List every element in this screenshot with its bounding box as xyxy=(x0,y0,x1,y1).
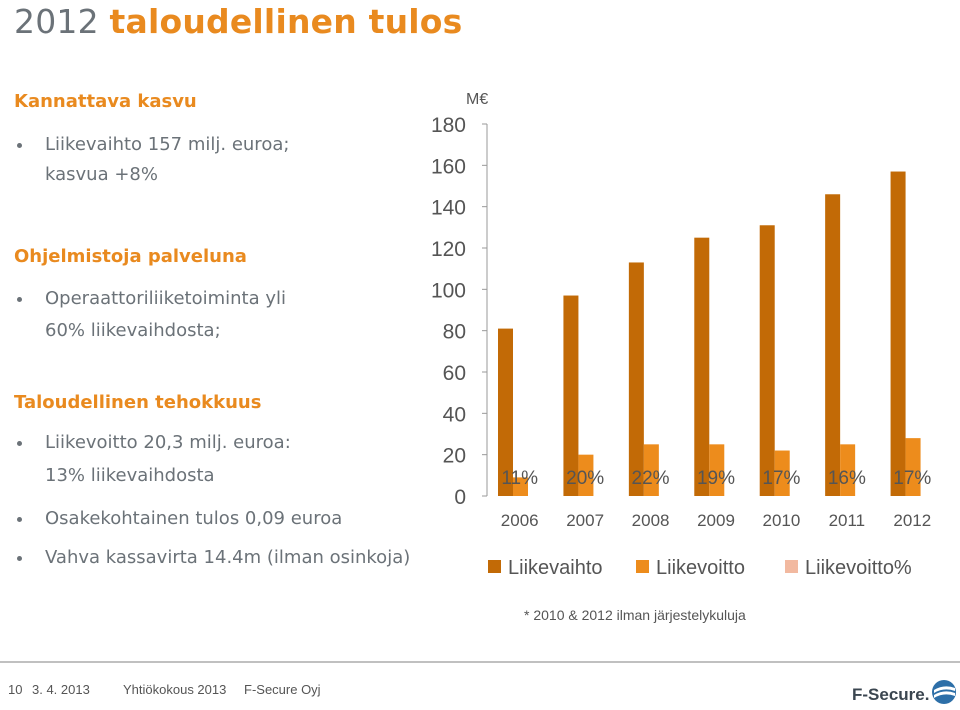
percent-label: 19% xyxy=(697,468,735,489)
revenue-profit-bar-chart: M€ 0 20 40 60 80 100 120 140 160 180 11% 2006 20% 2007… xyxy=(431,91,931,579)
x-tick-label: 2011 xyxy=(829,511,866,530)
bullet-text: Liikevoitto 20,3 milj. euroa: xyxy=(45,432,291,453)
percent-label: 11% xyxy=(501,468,538,489)
footer-page-number: 10 xyxy=(8,682,23,697)
footer-company: F-Secure Oyj xyxy=(244,682,321,697)
legend-swatch-liikevoitto% xyxy=(785,560,798,573)
bullet-text: 60% liikevaihdosta; xyxy=(45,320,221,341)
bar-liikevoitto-2007 xyxy=(578,454,594,496)
title-text: taloudellinen tulos xyxy=(109,2,463,41)
title-year: 2012 xyxy=(14,2,99,41)
f-secure-logo: F-Secure. xyxy=(852,678,958,708)
bar-liikevoitto-2012 xyxy=(905,438,921,496)
bar-liikevoitto-2008 xyxy=(643,444,659,496)
percent-label: 16% xyxy=(828,468,866,489)
section-heading-taloudellinen-tehokkuus: Taloudellinen tehokkuus xyxy=(14,392,262,413)
y-tick-label: 120 xyxy=(431,238,466,261)
bullet-text: 13% liikevaihdosta xyxy=(45,465,215,486)
legend-swatch-liikevoitto xyxy=(636,560,649,573)
chart-unit-label: M€ xyxy=(466,91,488,108)
bar-liikevaihto-2010 xyxy=(759,225,775,496)
y-tick-label: 60 xyxy=(443,362,466,385)
x-tick-label: 2007 xyxy=(566,511,604,530)
bullet-dot xyxy=(17,297,22,302)
footer-date: 3. 4. 2013 xyxy=(32,682,90,697)
x-tick-label: 2006 xyxy=(501,511,539,530)
y-tick-label: 80 xyxy=(443,321,466,344)
legend-label: Liikevaihto xyxy=(508,557,603,579)
bar-liikevoitto-2010 xyxy=(774,450,790,496)
bullet-dot xyxy=(17,517,22,522)
x-tick-label: 2009 xyxy=(697,511,735,530)
bar-liikevaihto-2007 xyxy=(563,295,579,496)
percent-label: 22% xyxy=(632,468,670,489)
x-tick-label: 2010 xyxy=(763,511,801,530)
y-tick-label: 20 xyxy=(443,445,466,468)
percent-label: 17% xyxy=(893,468,931,489)
x-tick-label: 2008 xyxy=(632,511,670,530)
bar-liikevoitto-2006 xyxy=(513,477,528,496)
bullet-dot xyxy=(17,441,22,446)
bullet-text: Operaattoriliiketoiminta yli xyxy=(45,288,286,309)
legend-swatch-liikevaihto xyxy=(488,560,501,573)
y-tick-label: 160 xyxy=(431,155,466,178)
x-tick-label: 2012 xyxy=(893,511,931,530)
y-tick-label: 0 xyxy=(454,486,466,509)
legend-label: Liikevoitto% xyxy=(805,557,912,579)
logo-text: F-Secure. xyxy=(852,685,930,704)
slide-title: 2012 taloudellinen tulos xyxy=(14,2,463,41)
y-tick-label: 40 xyxy=(443,403,466,426)
bar-liikevoitto-2009 xyxy=(709,444,725,496)
bar-liikevoitto-2011 xyxy=(840,444,856,496)
bullet-dot xyxy=(17,556,22,561)
y-tick-label: 180 xyxy=(431,114,466,137)
bullet-dot xyxy=(17,143,22,148)
bullet-text: Osakekohtainen tulos 0,09 euroa xyxy=(45,508,343,529)
section-heading-ohjelmistoja-palveluna: Ohjelmistoja palveluna xyxy=(14,246,247,267)
bullet-text: Vahva kassavirta 14.4m (ilman osinkoja) xyxy=(45,547,411,568)
chart-footnote: * 2010 & 2012 ilman järjestelykuluja xyxy=(524,607,746,623)
bar-liikevaihto-2008 xyxy=(628,262,644,496)
section-heading-kannattava-kasvu: Kannattava kasvu xyxy=(14,91,197,112)
bar-liikevaihto-2006 xyxy=(498,328,513,496)
bar-liikevaihto-2012 xyxy=(890,171,906,497)
bullet-text: kasvua +8% xyxy=(45,164,158,185)
percent-label: 17% xyxy=(762,468,800,489)
bar-liikevaihto-2009 xyxy=(694,237,710,496)
bar-liikevaihto-2011 xyxy=(825,194,841,496)
bullet-text: Liikevaihto 157 milj. euroa; xyxy=(45,134,290,155)
percent-label: 20% xyxy=(566,468,604,489)
footer-divider xyxy=(0,661,960,663)
legend-label: Liikevoitto xyxy=(656,557,745,579)
footer-event: Yhtiökokous 2013 xyxy=(123,682,227,697)
logo-swoosh-icon xyxy=(932,680,956,704)
y-tick-label: 140 xyxy=(431,197,466,220)
y-tick-label: 100 xyxy=(431,279,466,302)
